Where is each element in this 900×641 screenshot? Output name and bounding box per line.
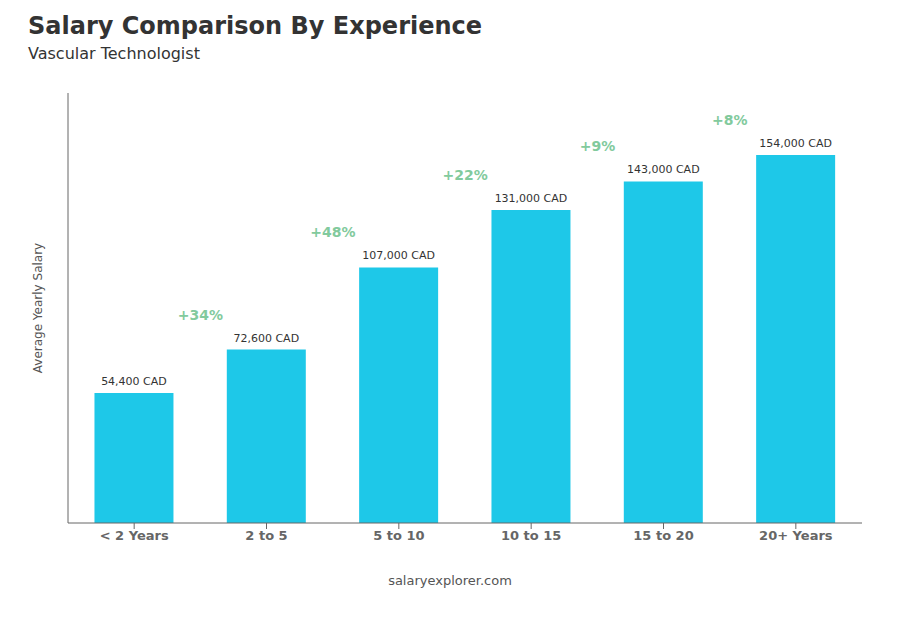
html-text:salaryexplorer.com: salaryexplorer.com bbox=[388, 573, 512, 588]
svg-text:10 to 15: 10 to 15 bbox=[501, 528, 561, 543]
svg-text:+34%: +34% bbox=[178, 307, 223, 323]
svg-text:+9%: +9% bbox=[580, 138, 616, 154]
svg-text:5 to 10: 5 to 10 bbox=[373, 528, 424, 543]
svg-text:143,000 CAD: 143,000 CAD bbox=[627, 163, 700, 176]
html-text:Salary Comparison By Experienc: Salary Comparison By Experience bbox=[28, 12, 483, 40]
svg-text:72,600 CAD: 72,600 CAD bbox=[233, 332, 299, 345]
svg-text:+8%: +8% bbox=[712, 112, 748, 128]
svg-text:< 2 Years: < 2 Years bbox=[100, 528, 169, 543]
svg-text:2 to 5: 2 to 5 bbox=[245, 528, 287, 543]
html-text:Vascular Technologist: Vascular Technologist bbox=[28, 44, 200, 63]
svg-text:54,400 CAD: 54,400 CAD bbox=[101, 375, 167, 388]
svg-text:Average Yearly Salary: Average Yearly Salary bbox=[31, 243, 45, 373]
svg-text:+48%: +48% bbox=[310, 224, 355, 240]
svg-text:15 to 20: 15 to 20 bbox=[633, 528, 693, 543]
svg-text:131,000 CAD: 131,000 CAD bbox=[495, 192, 568, 205]
svg-text:+22%: +22% bbox=[443, 167, 488, 183]
svg-text:20+ Years: 20+ Years bbox=[759, 528, 833, 543]
svg-text:154,000 CAD: 154,000 CAD bbox=[759, 137, 832, 150]
svg-text:107,000 CAD: 107,000 CAD bbox=[362, 249, 435, 262]
